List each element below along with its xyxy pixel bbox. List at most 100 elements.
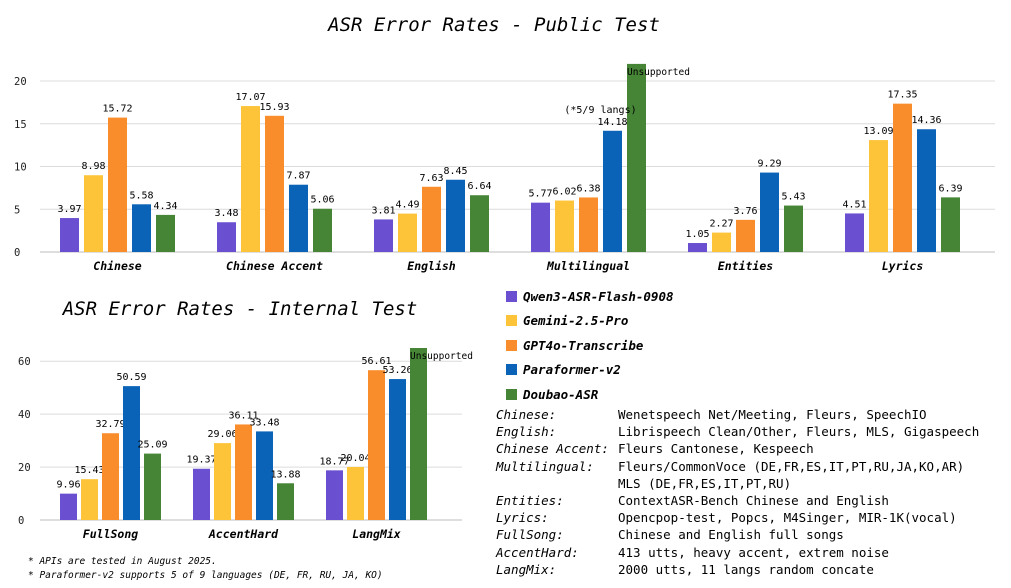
bar [368,370,385,520]
bar-value-label: 6.02 [552,187,576,198]
bar-value-label: 5.77 [528,189,552,200]
bar [389,379,406,520]
dataset-row: Lyrics: Opencpop-test, Popcs, M4Singer, M… [496,509,979,526]
legend-swatch [506,315,517,327]
bar [398,213,417,252]
bar-value-label: 5.58 [129,190,153,201]
bar [60,493,77,520]
footnotes: * APIs are tested in August 2025. * Para… [28,555,383,583]
legend-label: Qwen3-ASR-Flash-0908 [523,288,674,304]
bar-value-label: 9.96 [56,480,80,491]
dataset-name: Multilingual: [496,458,594,474]
bar-value-label: 6.39 [938,183,962,194]
dataset-desc: Opencpop-test, Popcs, M4Singer, MIR-1K(v… [618,510,957,526]
bar [712,232,731,252]
bar [374,219,393,252]
bar [193,468,210,520]
bar [603,130,622,252]
bar [869,140,888,252]
bar [784,205,803,252]
dataset-row: LangMix: 2000 utts, 11 langs random conca… [496,561,979,578]
bar-value-label: 3.48 [214,208,238,219]
bar [123,386,140,520]
legend-label: GPT4o-Transcribe [523,337,644,353]
dataset-row: English: Librispeech Clean/Other, Fleurs,… [496,423,979,440]
dataset-desc: Fleurs/CommonVoce (DE,FR,ES,IT,PT,RU,JA,… [618,458,965,474]
legend-item-gpt4o: GPT4o-Transcribe [506,333,674,358]
legend-swatch [506,339,517,351]
dataset-name: LangMix: [496,561,557,577]
bar-value-label: 36.11 [228,410,258,421]
bar [760,172,779,252]
bar-value-label: 56.61 [361,356,391,367]
bar-value-label: 3.81 [371,205,395,216]
y-tick-label: 20 [18,462,31,474]
x-category-label: Chinese Accent [226,259,323,273]
dataset-desc: Chinese and English full songs [618,527,844,543]
bar-value-label: 50.59 [116,372,146,383]
bar [289,184,308,252]
bar [235,424,252,520]
x-category-label: LangMix [352,527,401,541]
bar [579,197,598,252]
bar [81,479,98,520]
bar [217,222,236,252]
bar-value-label: 19.37 [186,455,216,466]
dataset-name: Chinese: [496,407,557,423]
dataset-row: Chinese: Wenetspeech Net/Meeting, Fleurs,… [496,406,979,423]
bar-value-label: 53.26 [382,365,412,376]
dataset-desc: Fleurs Cantonese, Kespeech [618,441,814,457]
legend-item-paraformer: Paraformer-v2 [506,358,674,383]
bar [470,195,489,252]
dataset-name: Chinese Accent: [496,441,609,457]
bar-value-label: 25.09 [137,440,167,451]
dataset-row: Chinese Accent: Fleurs Cantonese, Kespeec… [496,440,979,457]
bar-value-label: 5.06 [310,195,334,206]
dataset-name: Entities: [496,493,564,509]
bar-value-label: 7.63 [419,173,443,184]
legend: Qwen3-ASR-Flash-0908 Gemini-2.5-Pro GPT4… [506,284,674,407]
dataset-desc: 2000 utts, 11 langs random concate [618,561,874,577]
dataset-name: AccentHard: [496,544,579,560]
bar-value-label: 1.05 [685,229,709,240]
bar [144,453,161,520]
bar-value-label: 7.87 [286,171,310,182]
footnote: * APIs are tested in August 2025. [28,556,217,567]
bar-value-label: 14.36 [911,115,941,126]
bar [256,431,273,520]
dataset-desc: Wenetspeech Net/Meeting, Fleurs, SpeechI… [618,407,927,423]
dataset-row: AccentHard: 413 utts, heavy accent, extre… [496,544,979,561]
bar-value-label: 9.29 [757,159,781,170]
legend-label: Paraformer-v2 [523,362,621,378]
dataset-desc: Librispeech Clean/Other, Fleurs, MLS, Gi… [618,424,980,440]
bar-value-label: 20.04 [340,453,370,464]
y-tick-label: 60 [18,356,31,368]
x-category-label: English [407,259,456,273]
bar [531,202,550,252]
bar-value-label: 3.76 [733,206,757,217]
bar-value-label: 2.27 [709,219,733,230]
bar-value-label: 18.77 [319,456,349,467]
legend-item-gemini: Gemini-2.5-Pro [506,309,674,334]
bar [347,466,364,520]
bar [132,204,151,252]
legend-swatch [506,388,517,400]
y-tick-label: 0 [14,247,20,259]
dataset-desc: ContextASR-Bench Chinese and English [618,493,889,509]
bar [60,218,79,252]
dataset-desc: 413 utts, heavy accent, extrem noise [618,544,889,560]
x-category-label: Entities [718,259,773,273]
bar [108,117,127,253]
bar-value-label: 15.93 [259,102,289,113]
public-test-chart: 0 5 10 15 20 3.97 8.98 15.72 5.584.34 Chinese 3.48… [14,63,995,273]
bar [313,208,332,252]
y-tick-label: 5 [14,204,20,216]
x-category-label: Lyrics [882,259,924,273]
bar [156,214,175,252]
dataset-descriptions: Chinese: Wenetspeech Net/Meeting, Fleurs,… [496,406,979,578]
legend-item-doubao: Doubao-ASR [506,382,674,407]
y-tick-label: 15 [14,119,27,131]
dataset-row: Entities: ContextASR-Bench Chinese and En… [496,492,979,509]
bar [555,200,574,252]
